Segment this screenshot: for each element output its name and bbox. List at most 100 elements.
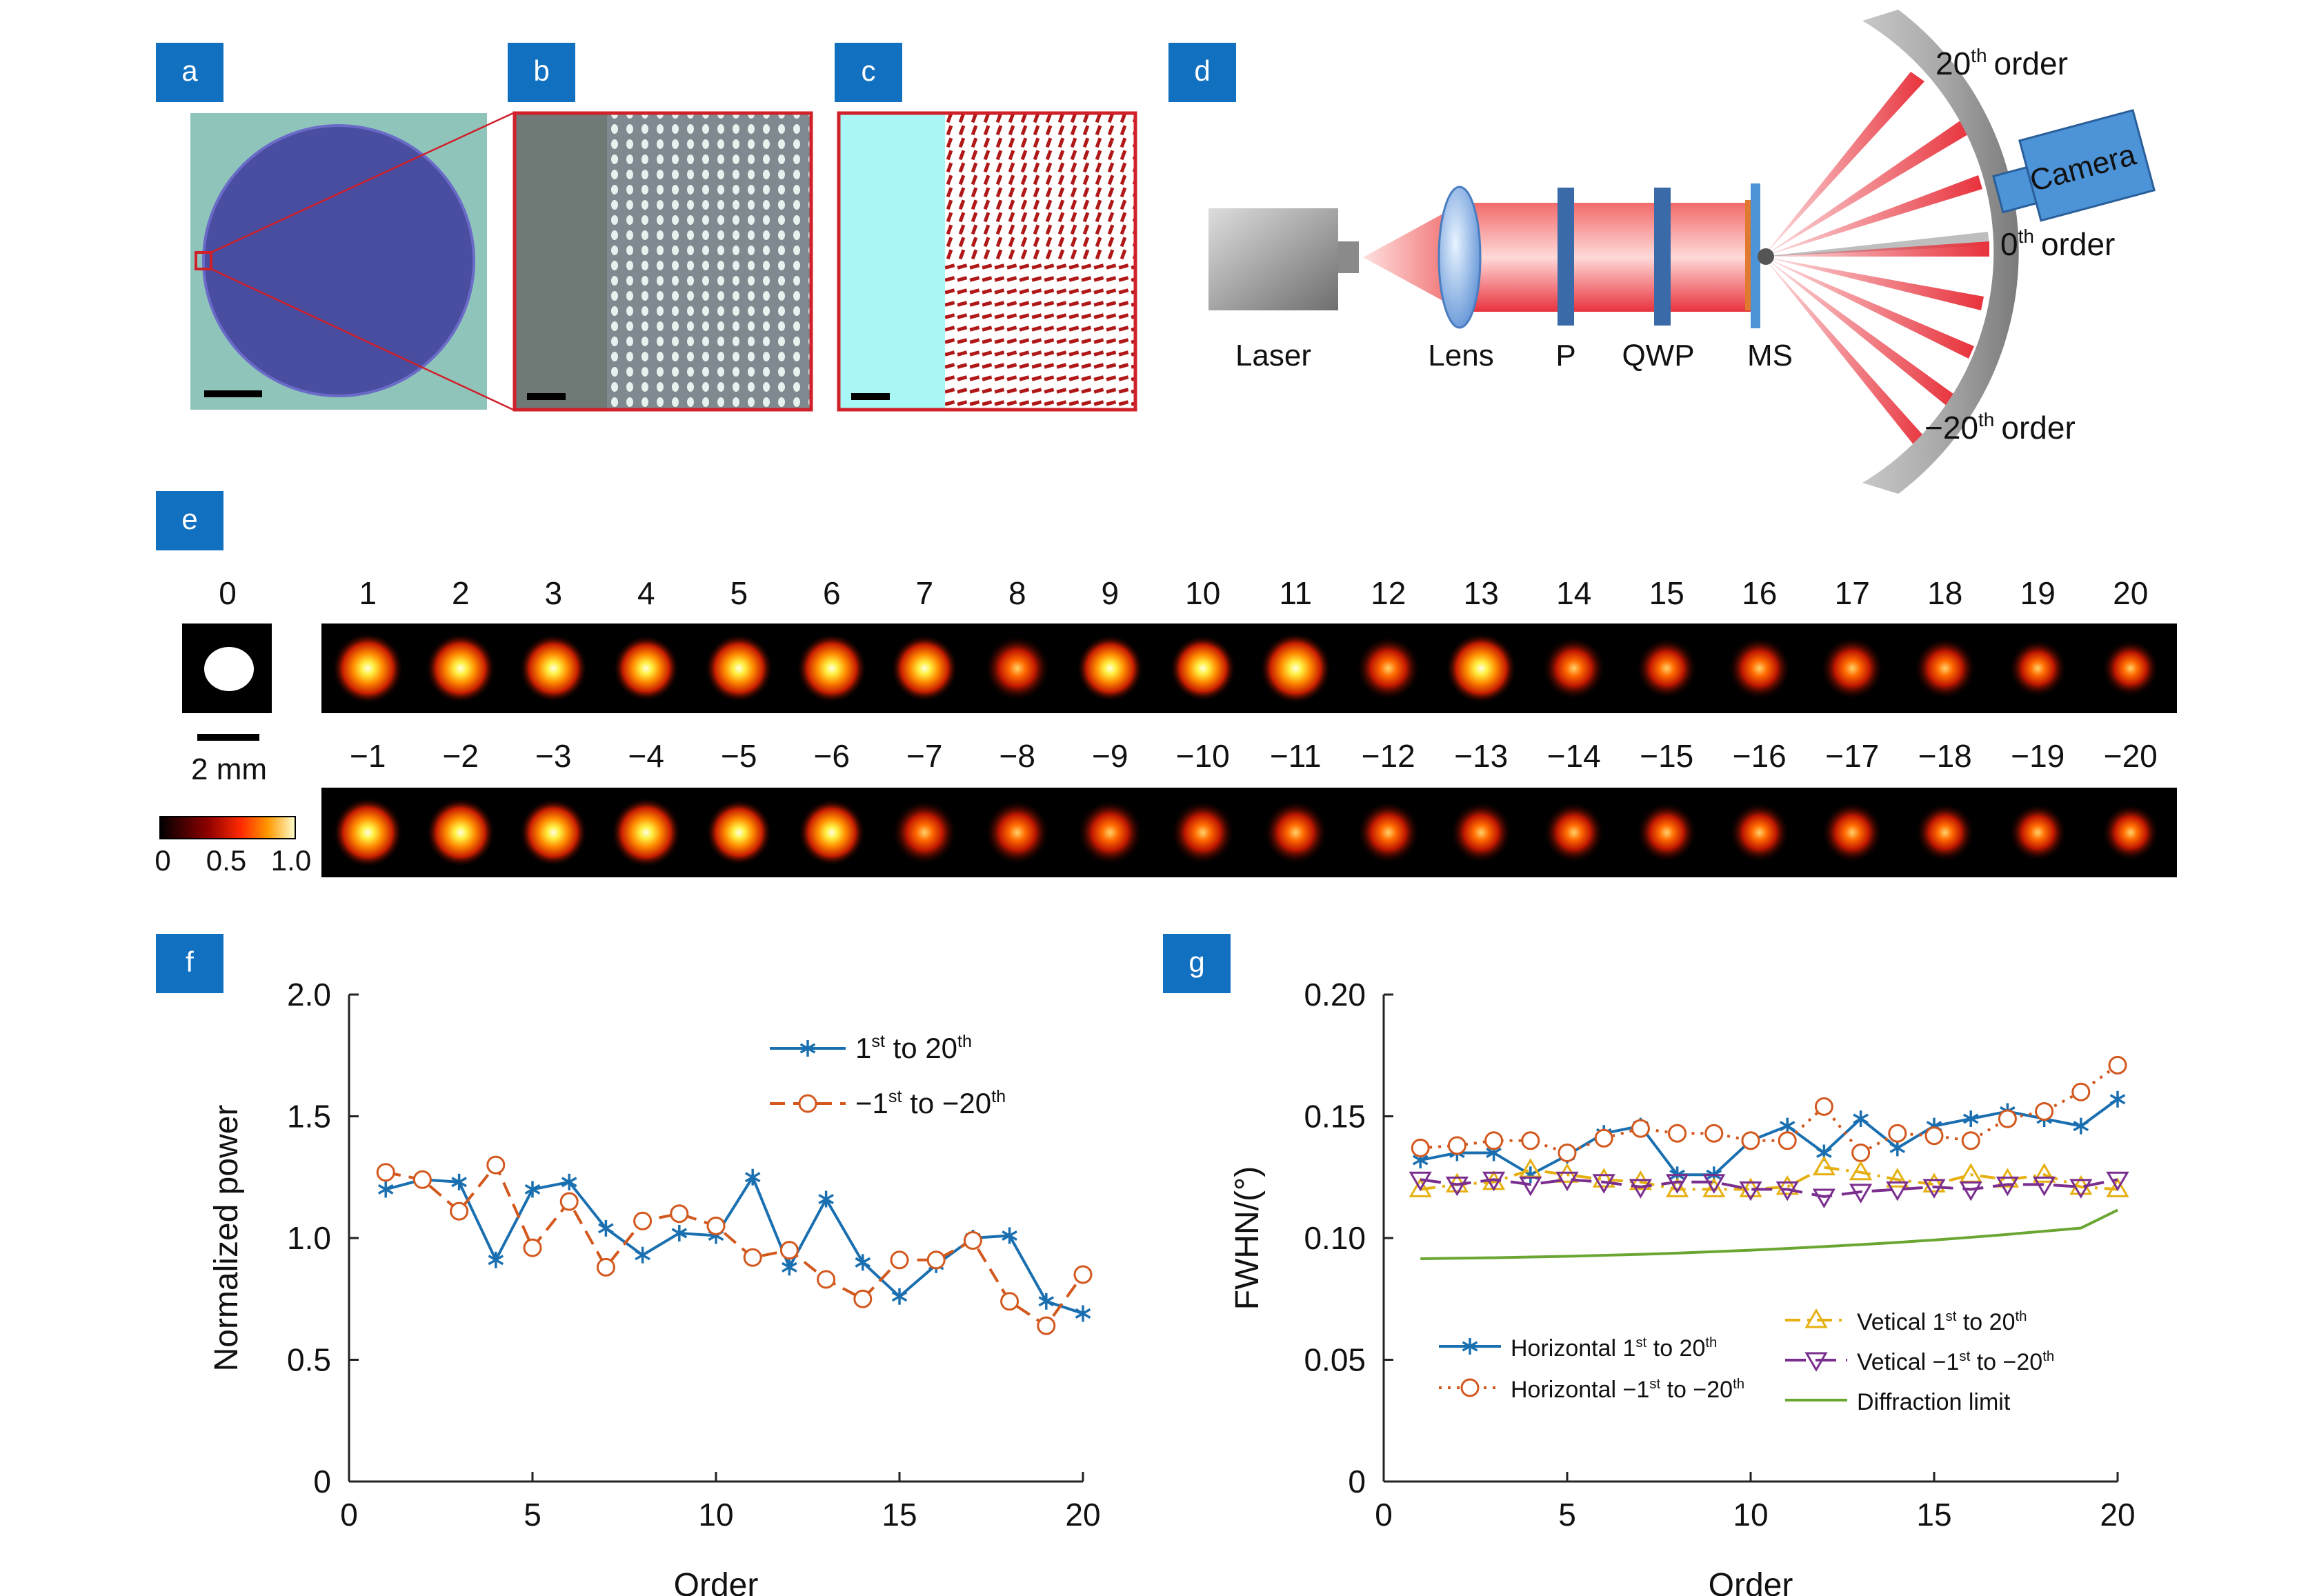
data-point bbox=[1775, 1181, 1799, 1201]
legend-entry: −1st to −20th bbox=[770, 1087, 1006, 1119]
polarizer bbox=[1558, 188, 1574, 326]
panel-label-f: f bbox=[186, 946, 194, 978]
spot-order-minus-11 bbox=[1263, 800, 1328, 865]
spot-order-minus-9 bbox=[1077, 799, 1143, 866]
data-point bbox=[1922, 1173, 1946, 1193]
spots-positive-orders bbox=[332, 632, 2160, 704]
spot-order-minus-6 bbox=[798, 799, 866, 866]
quarter-wave-plate bbox=[1654, 188, 1671, 326]
spot-order-minus-13 bbox=[1450, 801, 1513, 864]
y-tick-label: 1.5 bbox=[287, 1099, 331, 1135]
data-point bbox=[2032, 1176, 2056, 1197]
spot-order-minus-19 bbox=[2009, 803, 2067, 862]
power-chart: 0 5 10 15 20 0 0.5 1.0 1.5 2.0 Order Normalized pow… bbox=[208, 977, 1101, 1596]
metasurface-disk bbox=[202, 124, 475, 397]
spot-order-minus-7 bbox=[892, 799, 957, 866]
data-point bbox=[1739, 1181, 1762, 1201]
laser-label: Laser bbox=[1235, 339, 1311, 372]
panel-c: c bbox=[835, 43, 1137, 412]
panel-label-b-bg bbox=[508, 43, 575, 102]
data-point bbox=[891, 1288, 908, 1305]
panel-label-c-bg bbox=[835, 43, 902, 102]
data-point bbox=[1558, 1143, 1577, 1162]
data-point bbox=[598, 1219, 614, 1237]
panel-f: f 0 5 10 15 20 0 0.5 1.0 1.5 2.0 Order Normalized p… bbox=[156, 934, 1101, 1596]
data-point bbox=[1702, 1174, 1726, 1194]
x-tick-label: 5 bbox=[524, 1497, 541, 1533]
spot-order-20 bbox=[2102, 639, 2160, 697]
data-point bbox=[523, 1238, 542, 1257]
spot-order-1 bbox=[332, 632, 404, 704]
order-label: 20 bbox=[2113, 575, 2148, 611]
data-point bbox=[1814, 1097, 1833, 1116]
x-tick-label: 15 bbox=[1916, 1497, 1951, 1533]
data-point bbox=[818, 1190, 834, 1208]
spot-order-17 bbox=[1820, 637, 1884, 700]
spot-order-minus-16 bbox=[1729, 802, 1790, 863]
data-point bbox=[1668, 1124, 1687, 1143]
order-label: −7 bbox=[906, 738, 942, 774]
data-point bbox=[2069, 1179, 2093, 1199]
data-point bbox=[1959, 1181, 1982, 1201]
data-point bbox=[1409, 1171, 1432, 1192]
legend-label: Diffraction limit bbox=[1857, 1389, 2011, 1415]
zoom-line-bottom bbox=[210, 268, 514, 411]
design-pillars-upper bbox=[945, 113, 1135, 261]
spot-order-18 bbox=[1913, 637, 1976, 699]
order-label: 7 bbox=[915, 575, 933, 611]
panel-label-e-bg bbox=[156, 491, 223, 550]
order-label: 15 bbox=[1649, 575, 1684, 611]
legend-label: −1st to −20th bbox=[855, 1087, 1006, 1119]
zero-order-label: 0 bbox=[219, 575, 237, 611]
order-label: 3 bbox=[544, 575, 562, 611]
data-point bbox=[1849, 1160, 1873, 1181]
data-point bbox=[1665, 1177, 1689, 1197]
ray-origin bbox=[1758, 248, 1774, 265]
data-point bbox=[926, 1250, 946, 1270]
y-tick-label: 0.20 bbox=[1304, 977, 1366, 1013]
zero-order-spot bbox=[204, 647, 254, 691]
order-label: 8 bbox=[1008, 575, 1026, 611]
spot-order-8 bbox=[984, 635, 1051, 701]
zoom-line-top bbox=[210, 112, 514, 254]
panel-label-a-bg bbox=[156, 43, 223, 102]
data-point bbox=[1775, 1175, 1799, 1195]
lens-label: Lens bbox=[1428, 339, 1493, 372]
data-point bbox=[2106, 1177, 2129, 1197]
data-point bbox=[451, 1173, 467, 1190]
panel-label-a: a bbox=[181, 54, 198, 87]
panel-label-b: b bbox=[533, 54, 549, 87]
order-label: 13 bbox=[1464, 575, 1499, 611]
fwhm-chart: 0 5 10 15 20 0 0.05 0.10 0.15 0.20 Order FWHN/(°) Ho… bbox=[1229, 977, 2136, 1596]
data-point bbox=[376, 1163, 395, 1182]
x-tick-label: 10 bbox=[1733, 1497, 1768, 1533]
order-label: −15 bbox=[1640, 738, 1693, 774]
scale-bar-a bbox=[204, 390, 262, 397]
order-label: 18 bbox=[1927, 575, 1962, 611]
data-point bbox=[706, 1216, 726, 1235]
data-point bbox=[817, 1270, 836, 1289]
spot-order-minus-18 bbox=[1915, 803, 1975, 862]
order-label: −12 bbox=[1362, 738, 1415, 774]
data-point bbox=[2035, 1101, 2054, 1121]
data-point bbox=[779, 1241, 799, 1260]
data-point bbox=[524, 1181, 541, 1198]
order-label: 5 bbox=[730, 575, 748, 611]
spot-order-6 bbox=[796, 633, 867, 704]
panel-c-frame bbox=[837, 111, 1137, 412]
y-tick-label: 0.10 bbox=[1304, 1220, 1366, 1256]
data-point bbox=[1073, 1265, 1093, 1284]
data-point bbox=[1555, 1171, 1579, 1192]
data-point bbox=[2073, 1117, 2089, 1135]
ms-label: MS bbox=[1747, 339, 1793, 372]
spot-order-9 bbox=[1076, 635, 1144, 702]
data-point bbox=[2106, 1171, 2129, 1192]
order-label: −1 bbox=[350, 738, 386, 774]
y-tick-label: 0.15 bbox=[1304, 1099, 1366, 1135]
order-label: −8 bbox=[999, 738, 1035, 774]
camera bbox=[1992, 109, 2156, 222]
series-3 bbox=[1409, 1171, 2129, 1208]
data-point bbox=[1924, 1126, 1944, 1146]
spot-strip-positive bbox=[321, 624, 2177, 713]
order-label: −10 bbox=[1176, 738, 1230, 774]
